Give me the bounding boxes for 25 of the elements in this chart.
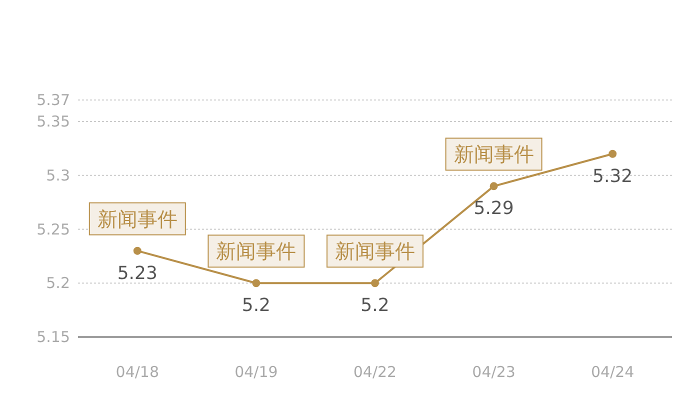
x-tick-label: 04/18 <box>116 363 160 381</box>
data-label: 5.23 <box>117 262 158 284</box>
y-tick-label: 5.37 <box>36 91 70 109</box>
point <box>371 279 379 288</box>
point <box>252 279 260 288</box>
x-tick-label: 04/19 <box>234 363 278 381</box>
data-label: 5.2 <box>242 295 271 316</box>
point <box>608 150 617 158</box>
x-tick-label: 04/23 <box>472 363 516 381</box>
data-label: 5.29 <box>474 198 514 220</box>
y-tick-label: 5.15 <box>36 328 70 346</box>
annotation: 新闻事件 <box>97 206 178 231</box>
annotation: 新闻事件 <box>454 142 534 166</box>
data-label: 5.2 <box>360 295 390 316</box>
x-tick-label: 04/22 <box>353 363 397 381</box>
annotation: 新闻事件 <box>335 239 415 264</box>
point <box>133 246 142 255</box>
y-tick-label: 5.35 <box>36 112 70 131</box>
y-tick-label: 5.3 <box>46 166 70 184</box>
y-tick-label: 5.2 <box>46 274 70 292</box>
x-tick-label: 04/24 <box>590 363 634 381</box>
y-tick-label: 5.25 <box>36 220 70 238</box>
annotation: 新闻事件 <box>216 239 296 264</box>
point <box>490 182 498 190</box>
data-label: 5.32 <box>592 166 633 187</box>
